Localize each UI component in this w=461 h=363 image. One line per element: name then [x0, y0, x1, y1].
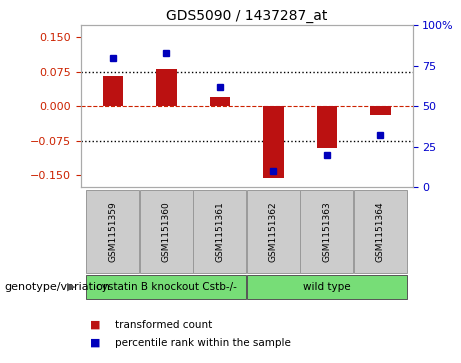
- Text: ■: ■: [90, 320, 100, 330]
- Bar: [370, 106, 390, 115]
- Bar: [156, 69, 177, 106]
- Text: GSM1151361: GSM1151361: [215, 201, 225, 262]
- FancyBboxPatch shape: [354, 189, 407, 273]
- Text: GSM1151362: GSM1151362: [269, 201, 278, 262]
- FancyBboxPatch shape: [140, 189, 193, 273]
- Text: ▶: ▶: [67, 282, 76, 292]
- Text: GSM1151360: GSM1151360: [162, 201, 171, 262]
- FancyBboxPatch shape: [193, 189, 246, 273]
- FancyBboxPatch shape: [301, 189, 354, 273]
- Title: GDS5090 / 1437287_at: GDS5090 / 1437287_at: [166, 9, 327, 23]
- Bar: [103, 76, 123, 106]
- FancyBboxPatch shape: [247, 274, 407, 299]
- Text: GSM1151363: GSM1151363: [322, 201, 331, 262]
- FancyBboxPatch shape: [247, 189, 300, 273]
- FancyBboxPatch shape: [86, 189, 139, 273]
- Text: transformed count: transformed count: [115, 320, 213, 330]
- Text: wild type: wild type: [303, 282, 351, 292]
- FancyBboxPatch shape: [86, 274, 246, 299]
- Text: GSM1151364: GSM1151364: [376, 201, 385, 262]
- Text: ■: ■: [90, 338, 100, 348]
- Bar: [317, 106, 337, 148]
- Text: percentile rank within the sample: percentile rank within the sample: [115, 338, 291, 348]
- Text: genotype/variation: genotype/variation: [5, 282, 111, 292]
- Bar: [263, 106, 284, 178]
- Text: GSM1151359: GSM1151359: [108, 201, 117, 262]
- Bar: [210, 97, 230, 106]
- Text: cystatin B knockout Cstb-/-: cystatin B knockout Cstb-/-: [96, 282, 237, 292]
